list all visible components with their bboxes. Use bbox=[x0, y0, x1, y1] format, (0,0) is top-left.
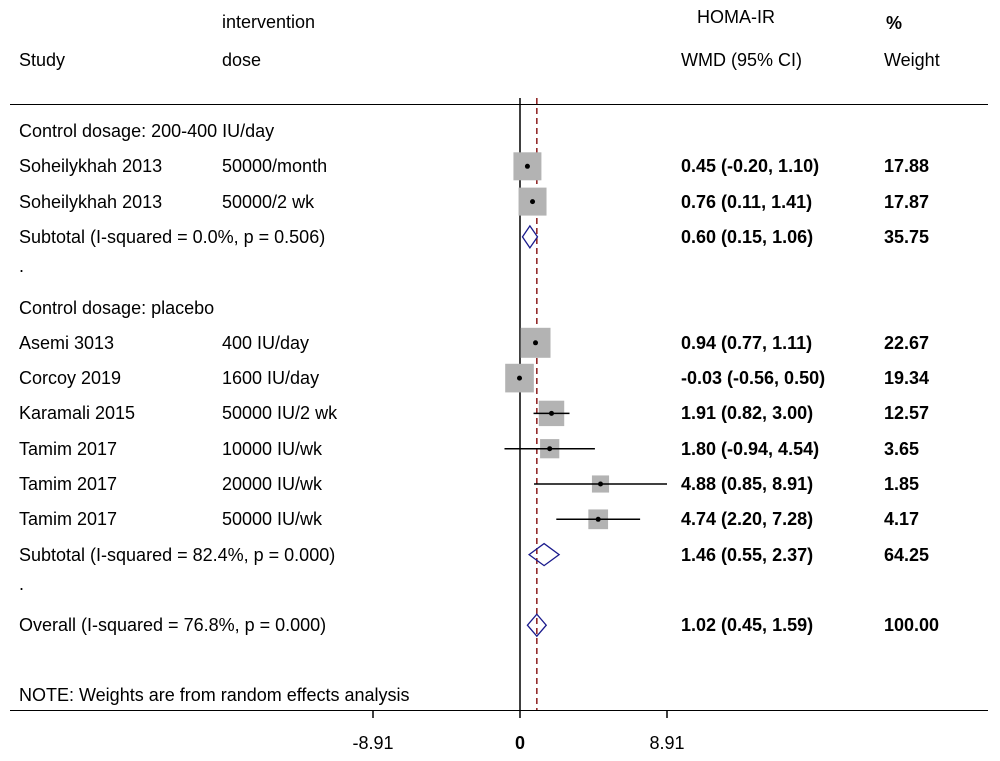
study-ci: 0.45 (-0.20, 1.10) bbox=[681, 156, 820, 177]
study-name: Tamim 2017 bbox=[19, 509, 118, 530]
study-dose: 10000 IU/wk bbox=[222, 438, 323, 459]
subtotal-label: Subtotal (I-squared = 82.4%, p = 0.000) bbox=[19, 544, 336, 565]
subtotal-weight: 35.75 bbox=[884, 226, 930, 247]
study-weight: 17.87 bbox=[884, 191, 930, 212]
subtotal-ci: 0.60 (0.15, 1.06) bbox=[681, 226, 814, 247]
study-weight: 12.57 bbox=[884, 403, 930, 424]
x-tick-label: 0 bbox=[514, 733, 525, 753]
study-name: Tamim 2017 bbox=[19, 474, 118, 494]
x-tick-label: -8.91 bbox=[352, 733, 394, 753]
header-percent: % bbox=[886, 13, 903, 33]
overall-label: Overall (I-squared = 76.8%, p = 0.000) bbox=[19, 615, 327, 636]
study-name: Soheilykhah 2013 bbox=[19, 191, 163, 212]
study-weight: 1.85 bbox=[884, 474, 920, 494]
study-name: Tamim 2017 bbox=[19, 438, 118, 459]
point-estimate bbox=[524, 163, 530, 169]
study-name: Karamali 2015 bbox=[19, 403, 136, 424]
study-ci: 1.91 (0.82, 3.00) bbox=[681, 403, 814, 424]
study-weight: 4.17 bbox=[884, 509, 920, 530]
study-dose: 1600 IU/day bbox=[222, 368, 320, 389]
overall-ci: 1.02 (0.45, 1.59) bbox=[681, 615, 814, 636]
point-estimate bbox=[530, 199, 536, 205]
subtotal-weight: 64.25 bbox=[884, 544, 930, 565]
study-ci: 0.76 (0.11, 1.41) bbox=[681, 191, 813, 212]
subtotal-ci: 1.46 (0.55, 2.37) bbox=[681, 544, 814, 565]
overall-diamond bbox=[526, 613, 548, 638]
header-effect-measure: HOMA-IR bbox=[697, 7, 775, 27]
study-ci: 0.94 (0.77, 1.11) bbox=[681, 332, 813, 353]
study-dose: 50000/month bbox=[222, 156, 328, 177]
study-ci: 4.88 (0.85, 8.91) bbox=[681, 474, 814, 494]
study-name: Asemi 3013 bbox=[19, 332, 115, 353]
header-dose: dose bbox=[222, 50, 262, 70]
x-tick-label: 8.91 bbox=[649, 733, 685, 753]
study-ci: 4.74 (2.20, 7.28) bbox=[681, 509, 814, 530]
study-dose: 50000 IU/2 wk bbox=[222, 403, 338, 424]
study-dose: 50000/2 wk bbox=[222, 191, 315, 212]
header-effect-ci: WMD (95% CI) bbox=[681, 50, 802, 70]
point-estimate bbox=[517, 375, 523, 381]
axis-rule bbox=[10, 710, 988, 711]
study-dose: 20000 IU/wk bbox=[222, 474, 323, 494]
group-label: Control dosage: placebo bbox=[19, 297, 215, 318]
subtotal-label: Subtotal (I-squared = 0.0%, p = 0.506) bbox=[19, 226, 326, 247]
point-estimate bbox=[547, 446, 553, 452]
study-dose: 50000 IU/wk bbox=[222, 509, 323, 530]
study-weight: 17.88 bbox=[884, 156, 930, 177]
point-estimate bbox=[598, 481, 604, 487]
header-rule bbox=[10, 104, 988, 105]
subtotal-diamond bbox=[527, 542, 561, 567]
point-estimate bbox=[595, 516, 601, 522]
study-weight: 19.34 bbox=[884, 368, 930, 389]
study-weight: 3.65 bbox=[884, 438, 920, 459]
point-estimate bbox=[533, 340, 539, 346]
header-intervention: intervention bbox=[222, 12, 316, 32]
study-name: Soheilykhah 2013 bbox=[19, 156, 163, 177]
study-dose: 400 IU/day bbox=[222, 332, 310, 353]
study-ci: -0.03 (-0.56, 0.50) bbox=[681, 368, 826, 389]
note-text: NOTE: Weights are from random effects an… bbox=[19, 685, 410, 705]
subtotal-diamond bbox=[521, 224, 539, 250]
header-weight: Weight bbox=[884, 50, 940, 70]
group-label: Control dosage: 200-400 IU/day bbox=[19, 121, 275, 141]
study-weight: 22.67 bbox=[884, 332, 930, 353]
group-spacer: . bbox=[19, 256, 25, 277]
point-estimate bbox=[549, 410, 555, 416]
header-study: Study bbox=[19, 50, 66, 70]
group-spacer: . bbox=[19, 573, 25, 594]
study-ci: 1.80 (-0.94, 4.54) bbox=[681, 438, 820, 459]
study-name: Corcoy 2019 bbox=[19, 368, 122, 389]
overall-weight: 100.00 bbox=[884, 615, 940, 636]
